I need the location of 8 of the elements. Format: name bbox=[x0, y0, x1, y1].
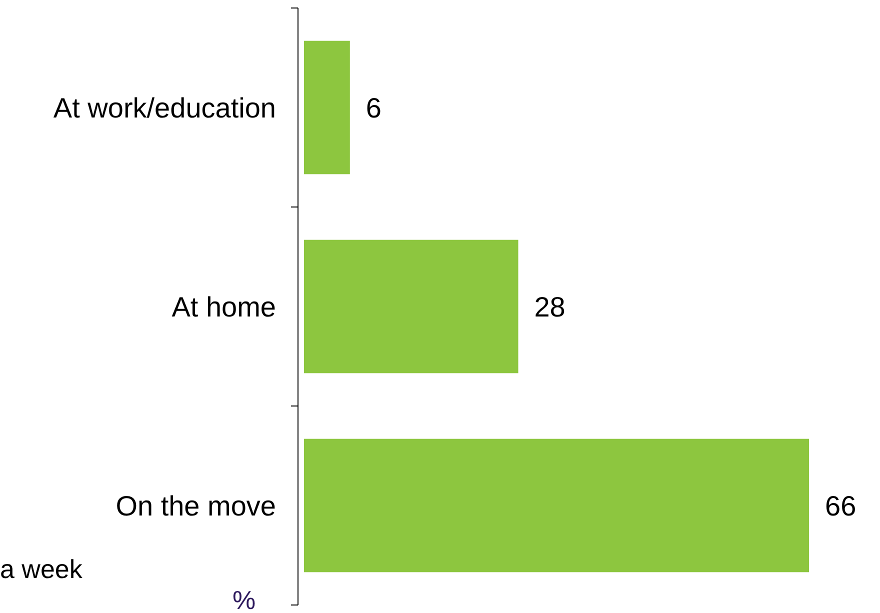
text: a week bbox=[0, 554, 84, 584]
y-tick-label: At work/education bbox=[53, 92, 276, 124]
y-tick-label: At home bbox=[172, 291, 276, 322]
text: % bbox=[232, 585, 256, 613]
data-label: 28 bbox=[534, 291, 566, 322]
data-label: 6 bbox=[366, 92, 382, 124]
data-label: 66 bbox=[825, 490, 856, 522]
y-tick-label: On the move bbox=[116, 490, 276, 522]
